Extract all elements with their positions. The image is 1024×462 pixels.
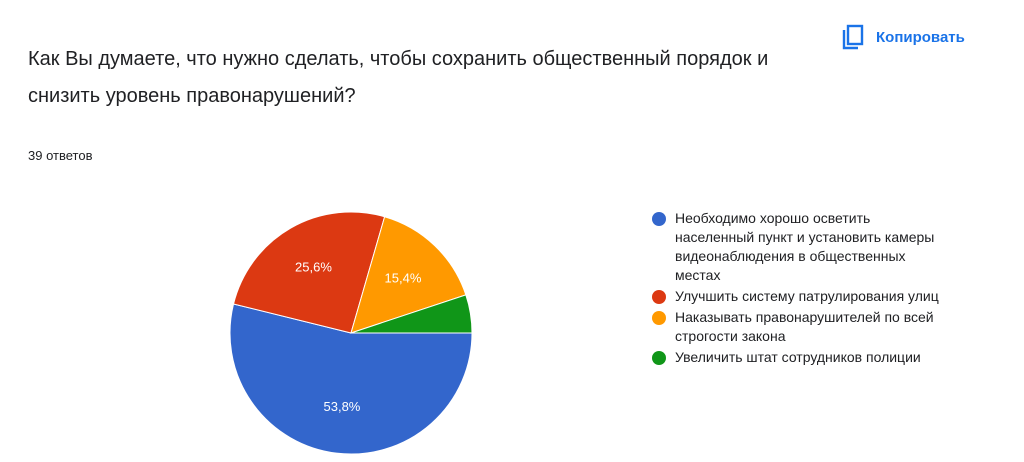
- pie-slice: [350, 294, 473, 334]
- slice-label: 25,6%: [295, 259, 332, 274]
- legend-item: Улучшить систему патрулирования улиц: [652, 287, 952, 306]
- legend-item: Наказывать правонарушителей по всей стро…: [652, 308, 952, 346]
- legend-marker: [652, 311, 666, 325]
- legend-label: Наказывать правонарушителей по всей стро…: [675, 309, 934, 344]
- legend-marker: [652, 212, 666, 226]
- legend-label: Увеличить штат сотрудников полиции: [675, 349, 921, 365]
- legend-marker: [652, 351, 666, 365]
- slice-label: 15,4%: [385, 270, 422, 285]
- legend: Необходимо хорошо осветить населенный пу…: [652, 209, 952, 369]
- copy-icon: [842, 24, 864, 50]
- pie-slice: [232, 211, 386, 334]
- pie-slice: [229, 303, 473, 455]
- copy-label: Копировать: [876, 28, 965, 46]
- chart-subtitle: 39 ответов: [28, 148, 93, 163]
- legend-item: Увеличить штат сотрудников полиции: [652, 348, 952, 367]
- legend-marker: [652, 290, 666, 304]
- slice-label: 53,8%: [324, 399, 361, 414]
- copy-button[interactable]: Копировать: [842, 24, 965, 50]
- legend-item: Необходимо хорошо осветить населенный пу…: [652, 209, 952, 285]
- legend-label: Необходимо хорошо осветить населенный пу…: [675, 210, 935, 283]
- legend-label: Улучшить систему патрулирования улиц: [675, 288, 939, 304]
- chart: 53,8% 25,6% 15,4%: [229, 211, 473, 455]
- chart-title: Как Вы думаете, что нужно сделать, чтобы…: [28, 48, 769, 107]
